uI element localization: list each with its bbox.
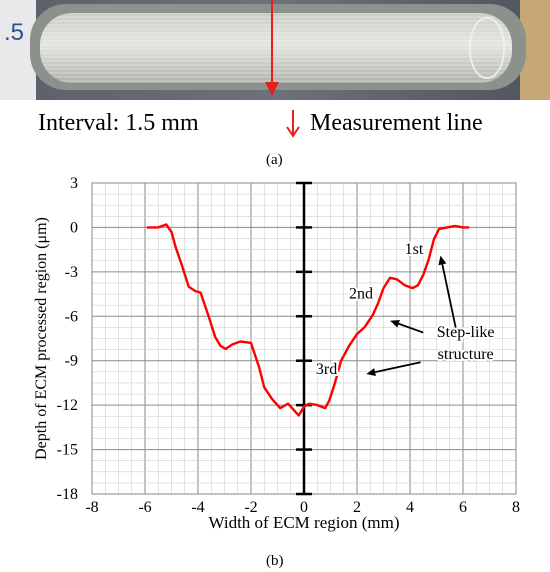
- legend-caption: Measurement line: [310, 110, 483, 136]
- y-tick-label: 0: [70, 219, 78, 236]
- y-tick-label: -12: [57, 397, 78, 414]
- annotation-arrow-head: [390, 320, 400, 328]
- annotation-arrows: [366, 255, 459, 376]
- y-tick-label: -15: [57, 442, 78, 459]
- annotation-label: structure: [438, 346, 494, 363]
- x-tick-label: 0: [300, 499, 308, 516]
- depth-profile-chart: -8 -6 -4 -2 0 2 4 6 8 3 0 -3 -6 -9 -12 -15 -18 Width of …: [33, 175, 520, 532]
- x-tick-label: -4: [191, 499, 204, 516]
- x-tick-label: 4: [406, 499, 414, 516]
- annotation-label: Step-like: [437, 324, 495, 341]
- annotation-arrow-shaft: [441, 264, 459, 338]
- annotation-label: 3rd: [316, 361, 337, 378]
- annotation-arrow-head: [366, 368, 376, 376]
- x-tick-label: 2: [353, 499, 361, 516]
- x-tick-label: -8: [85, 499, 98, 516]
- annotation-arrow-shaft: [398, 322, 424, 334]
- x-axis-label: Width of ECM region (mm): [208, 513, 399, 532]
- series-line-depth-profile: [146, 223, 470, 417]
- y-tick-label: -3: [65, 264, 78, 281]
- annotation-arrow-shaft: [374, 361, 421, 374]
- y-tick-label: -9: [65, 353, 78, 370]
- annotation-label: 2nd: [349, 286, 373, 303]
- photo-label: .5: [4, 19, 24, 46]
- panel-label-a: (a): [266, 152, 283, 168]
- panel-label-b: (b): [266, 553, 284, 569]
- chart-annotations: 1st 2nd 3rd Step-like structure: [314, 239, 497, 380]
- annotation-arrow: [390, 320, 424, 334]
- x-tick-label: 8: [512, 499, 520, 516]
- measurement-line-marker: [265, 0, 279, 96]
- y-tick-label: -18: [57, 486, 78, 503]
- legend-arrow-icon: [286, 110, 300, 138]
- chart-series: [146, 223, 470, 417]
- y-tick-label: 3: [70, 175, 78, 192]
- annotation-arrow: [438, 255, 459, 338]
- x-tick-label: -2: [244, 499, 257, 516]
- y-tick-label: -6: [65, 308, 78, 325]
- measurement-photo: .5: [0, 0, 550, 100]
- annotation-label: 1st: [405, 241, 424, 258]
- x-tick-label: 6: [459, 499, 467, 516]
- y-axis-label: Depth of ECM processed region (μm): [33, 217, 50, 460]
- x-tick-label: -6: [138, 499, 151, 516]
- annotation-arrow-head: [438, 255, 447, 266]
- interval-caption: Interval: 1.5 mm: [38, 110, 199, 136]
- chart-axes: [296, 181, 312, 496]
- chart-tick-labels: -8 -6 -4 -2 0 2 4 6 8 3 0 -3 -6 -9 -12 -15 -18: [57, 175, 520, 516]
- annotation-arrow: [366, 361, 421, 376]
